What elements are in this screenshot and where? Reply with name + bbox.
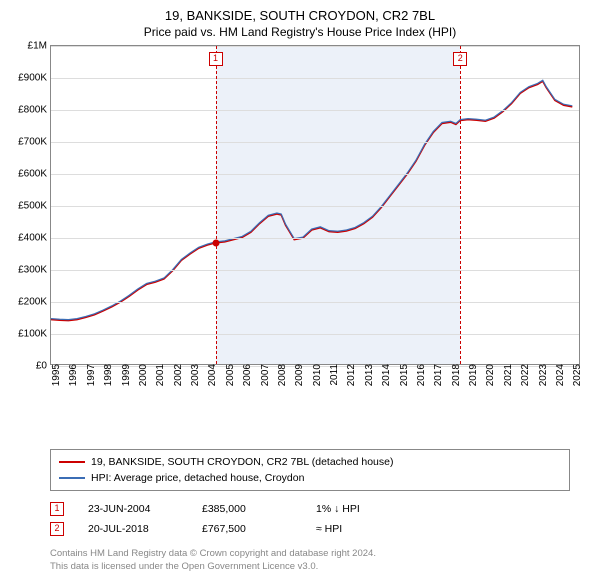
- sale-marker-icon: 1: [50, 502, 64, 516]
- sale-marker-line: [460, 46, 461, 364]
- x-tick-label: 2015: [395, 364, 410, 386]
- x-tick-label: 2007: [256, 364, 271, 386]
- y-tick-label: £700K: [18, 137, 51, 148]
- sales-row: 2 20-JUL-2018 £767,500 ≈ HPI: [50, 519, 588, 539]
- x-tick-label: 2025: [568, 364, 583, 386]
- sales-table: 1 23-JUN-2004 £385,000 1% ↓ HPI 2 20-JUL…: [50, 499, 588, 539]
- legend-item: HPI: Average price, detached house, Croy…: [59, 470, 561, 486]
- sale-delta: ≈ HPI: [316, 519, 406, 539]
- sale-price: £385,000: [202, 499, 292, 519]
- x-tick-label: 2017: [429, 364, 444, 386]
- plot-area: £0£100K£200K£300K£400K£500K£600K£700K£80…: [50, 45, 580, 365]
- sale-point-dot: [212, 239, 219, 246]
- sale-delta: 1% ↓ HPI: [316, 499, 406, 519]
- sale-marker-line: [216, 46, 217, 364]
- gridline-h: [51, 174, 579, 175]
- gridline-h: [51, 302, 579, 303]
- legend-label: 19, BANKSIDE, SOUTH CROYDON, CR2 7BL (de…: [91, 454, 393, 470]
- chart-area: £0£100K£200K£300K£400K£500K£600K£700K£80…: [12, 45, 588, 405]
- x-tick-label: 2011: [325, 364, 340, 386]
- legend-swatch: [59, 461, 85, 463]
- x-tick-label: 2021: [499, 364, 514, 386]
- x-tick-label: 2020: [481, 364, 496, 386]
- y-tick-label: £800K: [18, 105, 51, 116]
- footnote-line: Contains HM Land Registry data © Crown c…: [50, 547, 588, 560]
- y-tick-label: £200K: [18, 297, 51, 308]
- x-tick-label: 2004: [203, 364, 218, 386]
- x-tick-label: 2000: [134, 364, 149, 386]
- x-tick-label: 2008: [273, 364, 288, 386]
- x-tick-label: 2003: [186, 364, 201, 386]
- chart-title: 19, BANKSIDE, SOUTH CROYDON, CR2 7BL: [12, 8, 588, 23]
- chart-container: 19, BANKSIDE, SOUTH CROYDON, CR2 7BL Pri…: [0, 0, 600, 560]
- sale-marker-icon: 2: [50, 522, 64, 536]
- x-tick-label: 1999: [117, 364, 132, 386]
- x-tick-label: 2006: [238, 364, 253, 386]
- x-tick-label: 2005: [221, 364, 236, 386]
- y-tick-label: £900K: [18, 73, 51, 84]
- legend-label: HPI: Average price, detached house, Croy…: [91, 470, 304, 486]
- gridline-h: [51, 142, 579, 143]
- footnote: Contains HM Land Registry data © Crown c…: [50, 547, 588, 573]
- x-tick-label: 1998: [99, 364, 114, 386]
- x-tick-label: 2012: [342, 364, 357, 386]
- legend-swatch: [59, 477, 85, 479]
- x-tick-label: 1996: [64, 364, 79, 386]
- x-tick-label: 2018: [447, 364, 462, 386]
- sale-date: 23-JUN-2004: [88, 499, 178, 519]
- y-tick-label: £600K: [18, 169, 51, 180]
- y-tick-label: £500K: [18, 201, 51, 212]
- x-tick-label: 2022: [516, 364, 531, 386]
- x-tick-label: 1995: [47, 364, 62, 386]
- chart-subtitle: Price paid vs. HM Land Registry's House …: [12, 25, 588, 39]
- x-tick-label: 2009: [290, 364, 305, 386]
- x-tick-label: 2010: [308, 364, 323, 386]
- sale-date: 20-JUL-2018: [88, 519, 178, 539]
- x-tick-label: 2013: [360, 364, 375, 386]
- sales-row: 1 23-JUN-2004 £385,000 1% ↓ HPI: [50, 499, 588, 519]
- y-tick-label: £400K: [18, 233, 51, 244]
- x-tick-label: 2019: [464, 364, 479, 386]
- x-tick-label: 1997: [82, 364, 97, 386]
- gridline-h: [51, 46, 579, 47]
- footnote-line: This data is licensed under the Open Gov…: [50, 560, 588, 573]
- legend: 19, BANKSIDE, SOUTH CROYDON, CR2 7BL (de…: [50, 449, 570, 491]
- sale-marker-box: 1: [209, 52, 223, 66]
- legend-item: 19, BANKSIDE, SOUTH CROYDON, CR2 7BL (de…: [59, 454, 561, 470]
- x-tick-label: 2024: [551, 364, 566, 386]
- y-tick-label: £100K: [18, 329, 51, 340]
- y-tick-label: £1M: [28, 41, 51, 52]
- x-tick-label: 2002: [169, 364, 184, 386]
- x-tick-label: 2016: [412, 364, 427, 386]
- gridline-h: [51, 78, 579, 79]
- gridline-h: [51, 238, 579, 239]
- y-tick-label: £300K: [18, 265, 51, 276]
- gridline-h: [51, 206, 579, 207]
- x-tick-label: 2001: [151, 364, 166, 386]
- x-tick-label: 2014: [377, 364, 392, 386]
- sale-marker-box: 2: [453, 52, 467, 66]
- gridline-h: [51, 334, 579, 335]
- x-tick-label: 2023: [534, 364, 549, 386]
- gridline-h: [51, 110, 579, 111]
- sale-price: £767,500: [202, 519, 292, 539]
- series-hpi: [51, 80, 572, 319]
- gridline-h: [51, 270, 579, 271]
